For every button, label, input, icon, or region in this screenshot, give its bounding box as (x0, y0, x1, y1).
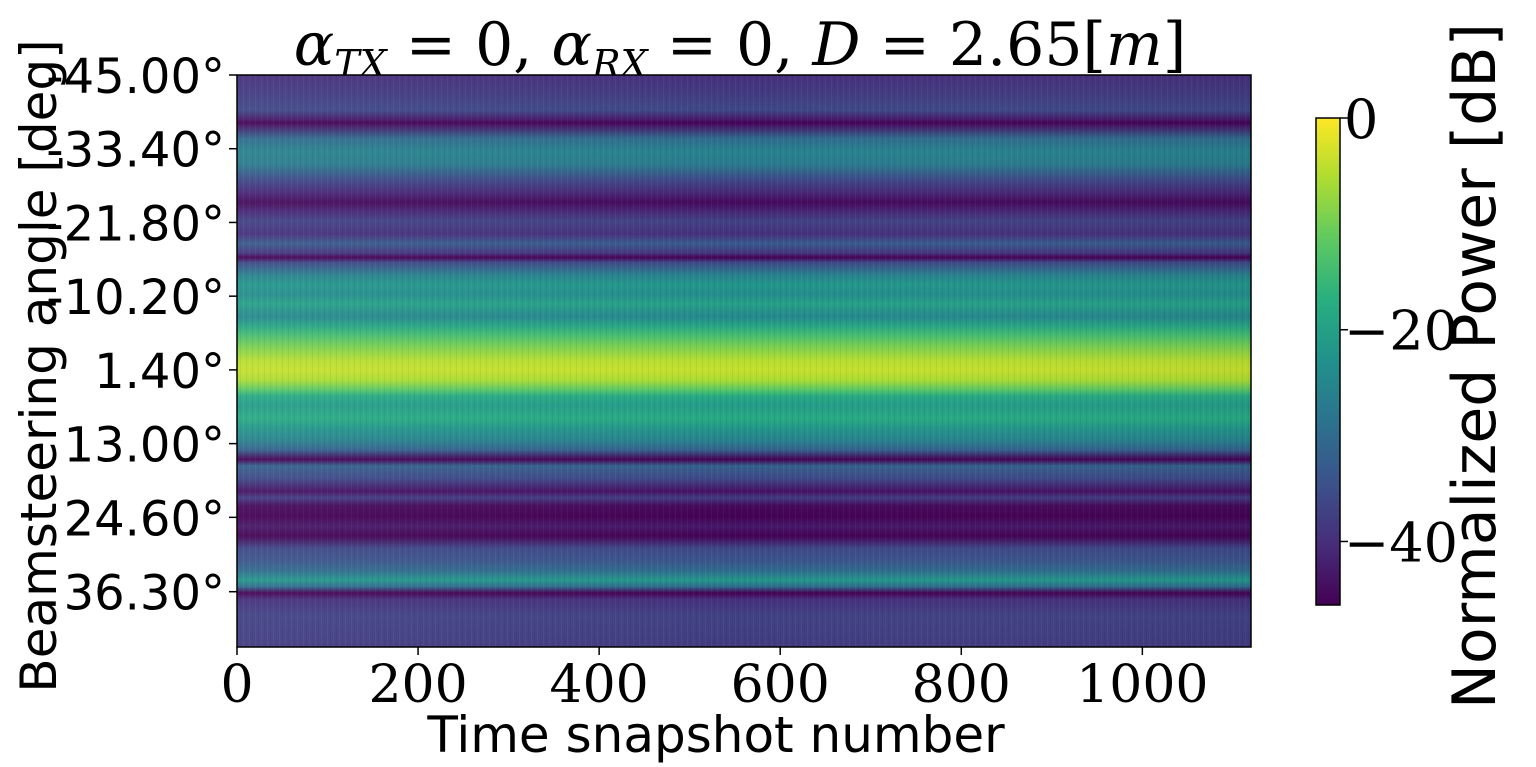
colorbar-tick-label: 0 (1344, 88, 1378, 151)
x-tick-label: 200 (368, 655, 467, 715)
colorbar-ticks: 0 −20 −40 (1340, 88, 1458, 574)
colorbar: 0 −20 −40 (1315, 88, 1458, 606)
colorbar-tick-label: −20 (1344, 300, 1458, 363)
colorbar-gradient (1315, 117, 1341, 606)
colorbar-tick-label: −40 (1344, 511, 1458, 574)
y-tick-label: -10.20° (46, 270, 225, 326)
heatmap-plot-area (236, 74, 1252, 648)
x-axis-label: Time snapshot number (426, 706, 1005, 764)
x-tick-label: 0 (220, 655, 253, 715)
y-tick-label: 1.40° (94, 344, 225, 400)
y-tick-label: 24.60° (64, 491, 225, 547)
y-tick-label: -33.40° (46, 123, 225, 179)
x-tick-label: 1000 (1076, 655, 1208, 715)
y-axis-ticks: -45.00° -33.40° -21.80° -10.20° 1.40° 13.00° 2… (46, 49, 237, 622)
plot-frame (236, 74, 1252, 648)
heatmap-shading (237, 75, 1251, 647)
colorbar-label: Normalized Power [dB] (1440, 23, 1510, 709)
x-tick-label: 800 (912, 655, 1011, 715)
y-tick-label: -45.00° (46, 49, 225, 105)
y-tick-label: -21.80° (46, 196, 225, 252)
y-axis-label: Beamsteering angle [deg] (10, 39, 68, 692)
y-tick-label: 36.30° (64, 566, 225, 622)
x-tick-label: 600 (731, 655, 830, 715)
x-axis-ticks: 0 200 400 600 800 1000 (220, 647, 1209, 715)
x-tick-label: 400 (550, 655, 649, 715)
y-tick-label: 13.00° (64, 418, 225, 474)
